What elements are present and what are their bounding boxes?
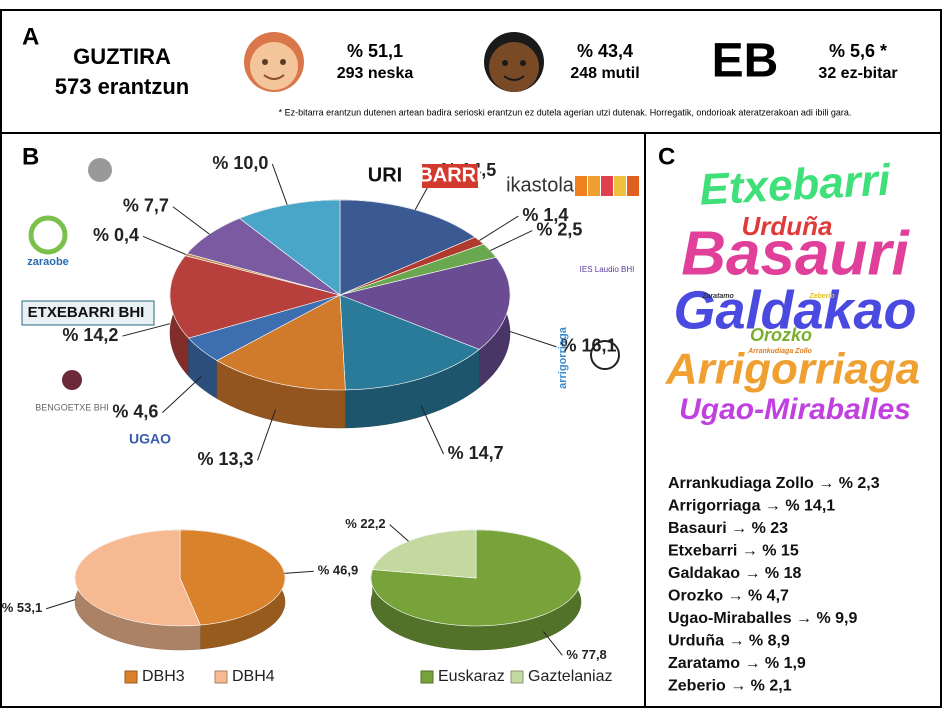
logo-text: BARRI — [418, 164, 481, 186]
value-label: % 14,2 — [62, 325, 118, 345]
logo-text: IES Laudio BHI — [580, 265, 635, 274]
girls-pct: % 51,1 — [347, 41, 403, 61]
legend-swatch — [511, 671, 523, 683]
value-label: % 53,1 — [2, 600, 42, 615]
town-line: Zaratamo → % 1,9 — [668, 655, 806, 672]
legend-swatch — [421, 671, 433, 683]
word: Basauri — [681, 219, 910, 288]
word: Zaratamo — [701, 293, 734, 300]
logo-text: arrigorriaga — [557, 326, 569, 389]
word: Etxebarri — [698, 156, 892, 215]
infographic: A GUZTIRA 573 erantzun % 51,1 293 neska … — [0, 0, 943, 709]
boys-pct: % 43,4 — [577, 41, 633, 61]
value-label: % 0,4 — [93, 225, 139, 245]
logo-box — [627, 176, 639, 196]
town-line: Ugao-Miraballes → % 9,9 — [668, 610, 857, 627]
word: Ugao-Miraballes — [679, 393, 911, 426]
panel-label: A — [22, 23, 39, 50]
logo-mark — [88, 158, 112, 182]
girl-icon — [244, 32, 304, 92]
town-line: Urduña → % 8,9 — [668, 633, 790, 650]
value-label: % 10,0 — [212, 153, 268, 173]
girls-count: 293 neska — [337, 65, 414, 82]
nb-pct: % 5,6 * — [829, 41, 887, 61]
value-label: % 2,5 — [536, 219, 582, 239]
town-line: Orozko → % 4,7 — [668, 588, 789, 605]
word: Zeberio — [808, 293, 835, 300]
total-answers: 573 erantzun — [55, 74, 190, 99]
town-line: Arrigorriaga → % 14,1 — [668, 498, 835, 515]
town-line: Zeberio → % 2,1 — [668, 678, 792, 695]
town-line: Basauri → % 23 — [668, 520, 788, 537]
boys-count: 248 mutil — [570, 65, 639, 82]
nb-icon: EB — [712, 35, 779, 88]
logo-text: ikastola — [506, 174, 575, 196]
legend-swatch — [125, 671, 137, 683]
panel-label: C — [658, 143, 675, 170]
logo-text: UGAO — [129, 431, 171, 447]
town-line: Etxebarri → % 15 — [668, 543, 799, 560]
town-line: Galdakao → % 18 — [668, 565, 801, 582]
logo-box — [588, 176, 600, 196]
legend-swatch — [215, 671, 227, 683]
value-label: % 77,8 — [566, 647, 606, 662]
value-label: % 14,7 — [448, 443, 504, 463]
logo-text: BENGOETXE BHI — [35, 402, 109, 412]
logo-box — [614, 176, 626, 196]
legend-label: Euskaraz — [438, 668, 505, 685]
nb-count: 32 ez-bitar — [818, 65, 897, 82]
legend-label: Gaztelaniaz — [528, 668, 613, 685]
value-label: % 46,9 — [318, 563, 358, 578]
footnote: * Ez-bitarra erantzun dutenen artean bad… — [279, 107, 852, 117]
logo-box — [601, 176, 613, 196]
value-label: % 13,3 — [197, 449, 253, 469]
value-label: % 7,7 — [123, 196, 169, 216]
logo-mark — [62, 370, 82, 390]
value-label: % 4,6 — [112, 401, 158, 421]
logo-box — [575, 176, 587, 196]
panel-label: B — [22, 143, 39, 170]
logo-text: URI — [368, 164, 402, 186]
legend-label: DBH4 — [232, 668, 275, 685]
total-title: GUZTIRA — [73, 44, 171, 69]
legend-label: DBH3 — [142, 668, 185, 685]
word: Arrigorriaga — [665, 345, 920, 394]
value-label: % 22,2 — [345, 516, 385, 531]
town-line: Arrankudiaga Zollo → % 2,3 — [668, 475, 880, 492]
logo-text: zaraobe — [27, 256, 69, 268]
word: Orozko — [750, 325, 812, 345]
logo-text: ETXEBARRI BHI — [28, 304, 145, 321]
boy-icon — [484, 32, 544, 92]
